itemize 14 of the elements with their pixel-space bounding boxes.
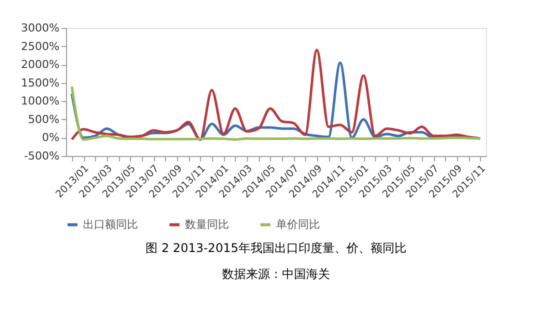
y-tick-label: 2500% <box>21 40 60 53</box>
legend-label: 数量同比 <box>185 218 229 231</box>
y-tick-label: -500% <box>24 150 60 162</box>
text: 图 2 2013-2015年我国出口印度量、价、额同比 <box>146 241 406 255</box>
source-note: 数据来源：中国海关 <box>222 267 330 281</box>
y-tick-label: 1000% <box>21 94 60 108</box>
y-tick-label: 1500% <box>21 76 60 90</box>
y-tick-label: 0% <box>42 131 60 144</box>
line-series <box>70 85 482 141</box>
legend-label: 单价同比 <box>276 218 320 231</box>
y-tick-label: 2000% <box>21 58 60 72</box>
legend-label: 出口额同比 <box>83 218 138 231</box>
y-tick-label: 3000% <box>21 22 60 34</box>
y-tick-label: 500% <box>28 112 60 126</box>
